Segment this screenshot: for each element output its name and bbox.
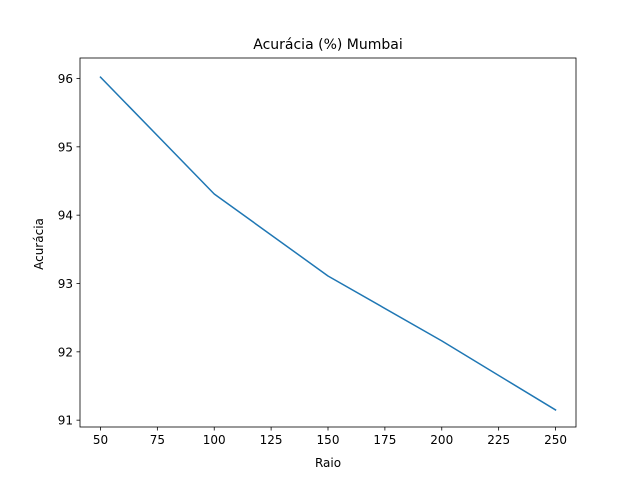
y-axis-ticks: 91 92 93 94 95 96 <box>58 72 80 428</box>
x-tick-label: 125 <box>260 433 283 447</box>
x-tick-label: 150 <box>317 433 340 447</box>
x-tick-label: 200 <box>430 433 453 447</box>
y-tick-label: 91 <box>58 414 73 428</box>
x-tick-label: 100 <box>203 433 226 447</box>
y-tick-label: 94 <box>58 209 73 223</box>
x-axis-label: Raio <box>315 456 341 470</box>
x-tick-label: 50 <box>93 433 108 447</box>
x-axis-ticks: 50 75 100 125 150 175 200 225 250 <box>93 427 567 447</box>
y-tick-label: 95 <box>58 140 73 154</box>
chart-title: Acurácia (%) Mumbai <box>253 37 402 53</box>
x-tick-label: 75 <box>150 433 165 447</box>
series-line-0 <box>99 76 557 411</box>
x-tick-label: 225 <box>487 433 510 447</box>
y-axis-label: Acurácia <box>32 218 46 270</box>
x-tick-label: 175 <box>373 433 396 447</box>
y-tick-label: 96 <box>58 72 73 86</box>
x-tick-label: 250 <box>544 433 567 447</box>
y-tick-label: 93 <box>58 277 73 291</box>
y-tick-label: 92 <box>58 345 73 359</box>
